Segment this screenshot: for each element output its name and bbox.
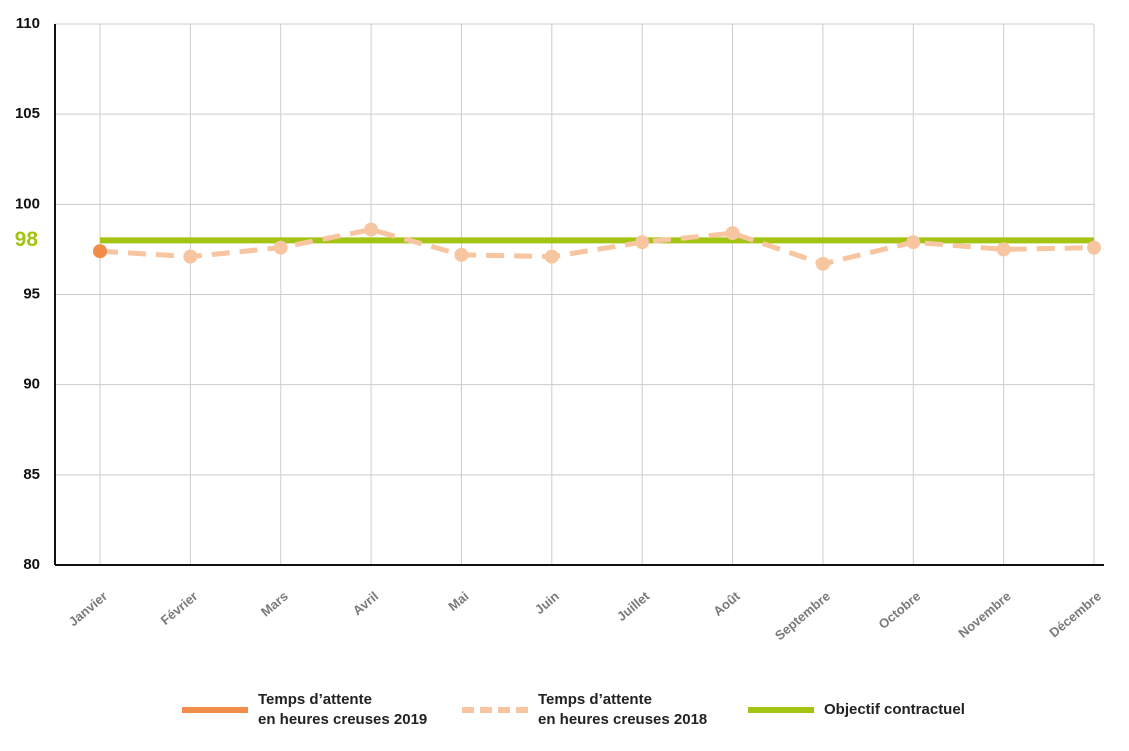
y-tick-label: 95 — [23, 285, 40, 302]
x-tick-label: Août — [710, 588, 743, 619]
y-tick-label: 105 — [15, 105, 40, 122]
data-point — [996, 242, 1011, 257]
x-tick-label: Juillet — [614, 588, 653, 624]
data-point — [454, 247, 469, 262]
legend-item: Temps d’attente en heures creuses 2019 — [182, 680, 427, 740]
data-point — [815, 256, 830, 271]
data-point — [93, 244, 107, 259]
x-tick-label: Décembre — [1046, 588, 1104, 640]
x-tick-label: Mai — [445, 588, 471, 613]
data-point — [635, 235, 650, 250]
data-point — [364, 222, 379, 237]
x-tick-label: Novembre — [955, 588, 1013, 640]
y-tick-label: 90 — [23, 376, 40, 393]
x-tick-label: Octobre — [876, 588, 924, 632]
legend-item: Temps d’attente en heures creuses 2018 — [462, 680, 707, 740]
legend-swatch — [462, 707, 528, 713]
legend-label: Temps d’attente en heures creuses 2019 — [258, 691, 428, 728]
y-tick-label: 85 — [23, 466, 40, 483]
legend-swatch — [748, 707, 814, 713]
data-point — [1087, 240, 1101, 255]
chart: 80 85 90 95 100 105 110 Janvier Février Mars Avril… — [15, 15, 1104, 643]
data-point — [183, 249, 198, 264]
y-tick-label: 100 — [15, 195, 40, 212]
data-point — [906, 235, 921, 250]
x-tick-label: Juin — [532, 588, 562, 617]
x-tick-label: Février — [158, 588, 201, 627]
series-line — [99, 227, 1095, 267]
x-tick-label: Janvier — [66, 588, 111, 629]
x-tick-label: Mars — [258, 588, 291, 619]
x-tick-label: Septembre — [772, 588, 833, 643]
legend-item: Objectif contractuel — [748, 680, 965, 740]
y-tick-label: 110 — [16, 15, 40, 32]
data-point — [544, 249, 559, 264]
legend-label: Objectif contractuel — [824, 701, 965, 718]
legend-swatch — [182, 707, 248, 713]
legend: Temps d’attente en heures creuses 2019 Te… — [0, 680, 1129, 740]
y-tick-label: 80 — [23, 556, 40, 573]
target-label: 98 — [15, 228, 39, 251]
legend-label: Temps d’attente en heures creuses 2018 — [538, 691, 708, 728]
x-tick-label: Avril — [350, 588, 381, 618]
data-point — [273, 240, 288, 255]
data-point — [725, 226, 740, 241]
